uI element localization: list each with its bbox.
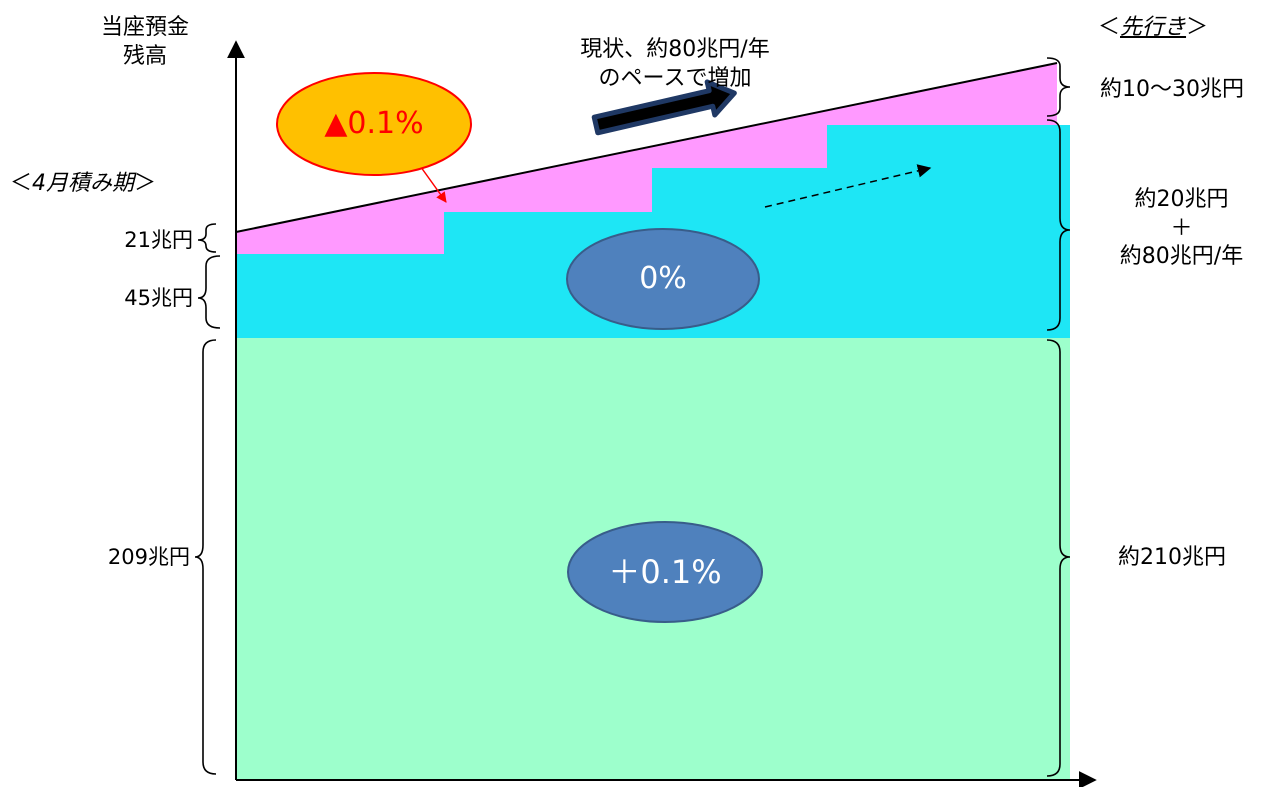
negative-rate-symbol: ▲ xyxy=(324,106,348,141)
left-brace-21 xyxy=(197,223,217,253)
dashed-growth-arrow xyxy=(764,164,932,208)
left-brace-45 xyxy=(197,255,221,329)
left-amount-21: 21兆円 xyxy=(124,228,193,252)
growth-arrow xyxy=(591,79,737,136)
left-period-header: ＜4月積み期＞ xyxy=(10,170,156,199)
right-period-header: ＜先行き＞ xyxy=(1098,14,1208,43)
right-header-open: ＜ xyxy=(1098,15,1121,40)
tier-negative-area xyxy=(236,63,1057,254)
y-axis-label-line2: 残高 xyxy=(122,43,167,69)
left-amount-209: 209兆円 xyxy=(107,545,190,569)
right-amount-20: 約20兆円 xyxy=(1134,187,1229,212)
negative-rate-label: ▲0.1% xyxy=(277,105,471,143)
negative-rate-bubble xyxy=(276,72,472,176)
negative-rate-pointer xyxy=(417,162,447,203)
right-amount-20-80: 約20兆円 ＋ 約80兆円/年 xyxy=(1080,186,1283,272)
right-header-close: ＞ xyxy=(1186,15,1209,40)
positive-rate-label: ＋0.1% xyxy=(608,553,722,591)
right-amount-plus: ＋ xyxy=(1170,215,1193,241)
right-amount-210: 約210兆円 xyxy=(1118,545,1226,570)
balance-growth-line xyxy=(235,62,1058,233)
growth-note: 現状、約80兆円/年 のペースで増加 xyxy=(530,36,820,93)
right-brace-20-80 xyxy=(1046,119,1071,331)
right-amount-80-per-year: 約80兆円/年 xyxy=(1119,244,1244,270)
right-amount-10-30: 約10～30兆円 xyxy=(1100,77,1244,102)
growth-note-line1: 現状、約80兆円/年 xyxy=(580,37,770,62)
zero-rate-bubble xyxy=(566,228,760,330)
left-amount-45: 45兆円 xyxy=(124,286,193,310)
left-header-open: ＜ xyxy=(10,171,33,196)
zero-rate-label: 0% xyxy=(639,261,687,296)
negative-rate-value: 0.1% xyxy=(347,106,424,141)
right-header-text: 先行き xyxy=(1120,15,1187,40)
left-brace-209 xyxy=(194,339,217,775)
growth-note-line2: のペースで増加 xyxy=(598,65,752,91)
left-header-close: ＞ xyxy=(134,171,157,196)
right-brace-210 xyxy=(1046,339,1071,777)
right-brace-10-30 xyxy=(1046,57,1071,117)
y-axis-label: 当座預金 残高 xyxy=(80,14,210,71)
y-axis-label-line1: 当座預金 xyxy=(100,15,189,40)
positive-rate-bubble xyxy=(567,521,763,623)
left-header-text: 4月積み期 xyxy=(32,171,135,196)
